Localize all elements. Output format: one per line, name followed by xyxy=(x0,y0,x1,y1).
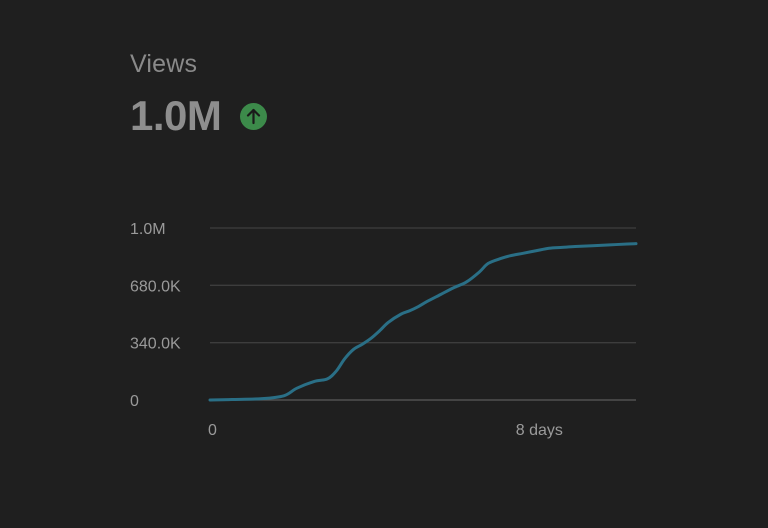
y-tick-label: 680.0K xyxy=(130,278,181,295)
chart-series xyxy=(208,242,638,402)
metric-label: Views xyxy=(130,50,198,78)
y-tick-label: 0 xyxy=(130,393,139,410)
x-tick-label: 8 days xyxy=(516,422,563,439)
chart-y-axis: 0 340.0K 680.0K 1.0M xyxy=(130,221,181,410)
metric-value: 1.0M xyxy=(130,92,222,139)
x-tick-label: 0 xyxy=(208,422,217,439)
arrow-up-icon xyxy=(240,103,267,130)
chart-x-axis: 0 8 days xyxy=(208,422,563,439)
views-series-line xyxy=(208,242,638,402)
y-tick-label: 340.0K xyxy=(130,336,181,353)
y-tick-label: 1.0M xyxy=(130,221,166,238)
chart-gridlines xyxy=(210,227,636,401)
